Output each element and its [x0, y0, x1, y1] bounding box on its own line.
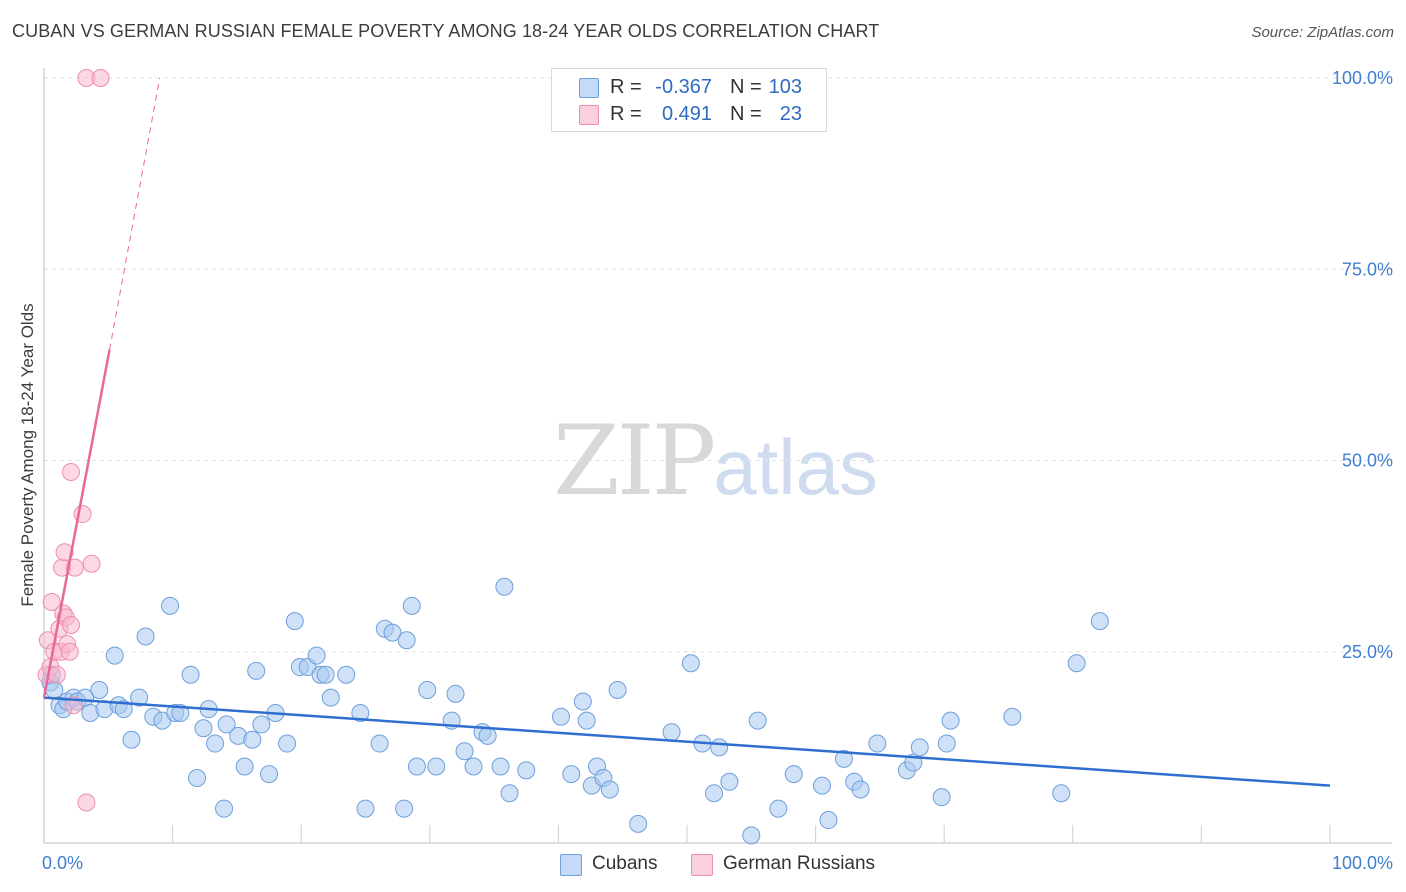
cuban-point	[1068, 655, 1085, 672]
cuban-point	[106, 647, 123, 664]
cuban-point	[195, 720, 212, 737]
cuban-point	[428, 758, 445, 775]
cuban-point	[322, 689, 339, 706]
cuban-point	[447, 685, 464, 702]
y-tick-label: 75.0%	[1342, 259, 1393, 279]
bottom-legend-cubans[interactable]: Cubans	[560, 853, 670, 877]
cuban-point	[496, 578, 513, 595]
cuban-point	[371, 735, 388, 752]
cuban-point	[248, 662, 265, 679]
cuban-point	[682, 655, 699, 672]
german-russian-trendline	[44, 350, 110, 698]
cuban-point	[398, 632, 415, 649]
legend-swatch-cubans	[579, 78, 599, 98]
cuban-point	[785, 766, 802, 783]
cuban-point	[308, 647, 325, 664]
german-russian-point	[63, 463, 80, 480]
legend-n-value: 103	[754, 76, 802, 99]
cuban-point	[820, 812, 837, 829]
cuban-point	[317, 666, 334, 683]
cuban-point	[630, 815, 647, 832]
cuban-point	[492, 758, 509, 775]
cuban-point	[663, 724, 680, 741]
cuban-point	[286, 613, 303, 630]
german-russian-point	[83, 555, 100, 572]
cuban-point	[911, 739, 928, 756]
german-russian-point	[78, 794, 95, 811]
legend-n-value: 23	[754, 103, 802, 126]
x-tick-label: 100.0%	[1332, 853, 1393, 873]
y-tick-label: 100.0%	[1332, 68, 1393, 88]
cuban-point	[938, 735, 955, 752]
german-russian-point	[63, 616, 80, 633]
x-tick-label: 0.0%	[42, 853, 83, 873]
cuban-point	[501, 785, 518, 802]
scatter-chart: 25.0% 50.0% 75.0% 100.0% 0.0% 100.0%	[0, 0, 1406, 892]
y-tick-label: 25.0%	[1342, 642, 1393, 662]
cuban-point	[207, 735, 224, 752]
german-russian-point	[48, 666, 65, 683]
cuban-point	[609, 682, 626, 699]
bottom-legend-label-cubans: Cubans	[592, 853, 658, 875]
cuban-point	[123, 731, 140, 748]
cuban-point	[216, 800, 233, 817]
cuban-point	[706, 785, 723, 802]
cuban-point	[253, 716, 270, 733]
cuban-point	[749, 712, 766, 729]
cuban-point	[244, 731, 261, 748]
legend: R = -0.367 N = 103 R = 0.491 N = 23	[551, 68, 827, 132]
legend-row-cubans[interactable]: R = -0.367 N = 103	[552, 74, 826, 100]
cuban-point	[137, 628, 154, 645]
cuban-point	[869, 735, 886, 752]
cuban-point	[1004, 708, 1021, 725]
cuban-point	[261, 766, 278, 783]
cuban-point	[189, 769, 206, 786]
cuban-point	[357, 800, 374, 817]
cuban-point	[770, 800, 787, 817]
german-russian-trendline-extension	[110, 78, 160, 350]
cuban-point	[338, 666, 355, 683]
bottom-legend-german-russians[interactable]: German Russians	[691, 853, 891, 877]
cuban-point	[91, 682, 108, 699]
cuban-point	[942, 712, 959, 729]
cuban-point	[236, 758, 253, 775]
cuban-point	[408, 758, 425, 775]
cuban-point	[574, 693, 591, 710]
bottom-legend-swatch-german-russians	[691, 854, 713, 876]
cuban-point	[419, 682, 436, 699]
cuban-point	[1053, 785, 1070, 802]
cuban-point	[743, 827, 760, 844]
bottom-legend-swatch-cubans	[560, 854, 582, 876]
legend-r-label: R =	[610, 76, 642, 99]
cuban-point	[721, 773, 738, 790]
cuban-point	[711, 739, 728, 756]
german-russian-point	[61, 643, 78, 660]
legend-r-label: R =	[610, 103, 642, 126]
cuban-point	[465, 758, 482, 775]
cuban-point	[578, 712, 595, 729]
cuban-point	[479, 727, 496, 744]
cuban-point	[162, 597, 179, 614]
y-tick-label: 50.0%	[1342, 451, 1393, 471]
cuban-point	[396, 800, 413, 817]
german-russian-point	[92, 70, 109, 87]
cuban-point	[279, 735, 296, 752]
cuban-point	[552, 708, 569, 725]
legend-r-value: -0.367	[640, 76, 712, 99]
cuban-point	[852, 781, 869, 798]
cuban-point	[403, 597, 420, 614]
cuban-point	[518, 762, 535, 779]
legend-r-value: 0.491	[640, 103, 712, 126]
cuban-point	[182, 666, 199, 683]
cuban-point	[601, 781, 618, 798]
cuban-point	[933, 789, 950, 806]
cuban-point	[1091, 613, 1108, 630]
cuban-point	[563, 766, 580, 783]
legend-swatch-german-russians	[579, 105, 599, 125]
bottom-legend-label-german-russians: German Russians	[723, 853, 875, 875]
cuban-point	[456, 743, 473, 760]
legend-row-german-russians[interactable]: R = 0.491 N = 23	[552, 101, 826, 127]
cuban-point	[814, 777, 831, 794]
